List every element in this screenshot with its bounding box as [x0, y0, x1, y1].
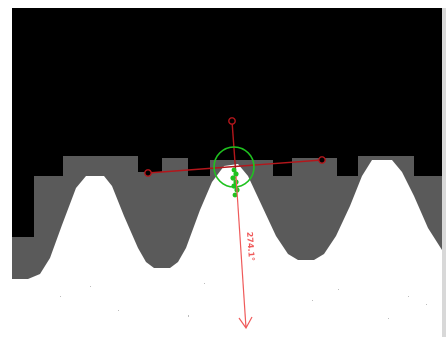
grain-dot [118, 310, 119, 311]
crosshair-icon[interactable] [144, 117, 326, 177]
grain-dot [426, 304, 427, 305]
grain-dot [338, 289, 339, 290]
grain-dot [60, 296, 61, 297]
fit-point [230, 175, 236, 181]
crosshair-vertical-line [231, 120, 237, 177]
fit-point [231, 167, 237, 173]
direction-arrow-shaft [235, 175, 247, 329]
grain-dot [388, 318, 389, 319]
grain-dot [188, 315, 189, 317]
fit-point [232, 192, 238, 198]
crosshair-top-handle[interactable] [228, 117, 236, 125]
fit-point [233, 171, 239, 177]
angle-label: 274.1° [245, 232, 256, 262]
crosshair-left-handle[interactable] [144, 169, 152, 177]
grain-dot [312, 300, 313, 301]
direction-arrow-head [238, 316, 253, 330]
down-arrow-icon [235, 175, 253, 330]
grain-dot [408, 296, 409, 297]
fit-circle-icon[interactable] [213, 146, 255, 198]
grain-dot [90, 286, 91, 287]
tooth-profile [12, 160, 442, 332]
surface-grain [60, 283, 427, 319]
right-frame-edge [442, 8, 446, 337]
fit-point [231, 183, 237, 189]
grain-dot [204, 283, 205, 284]
crosshair-right-handle[interactable] [318, 156, 326, 164]
